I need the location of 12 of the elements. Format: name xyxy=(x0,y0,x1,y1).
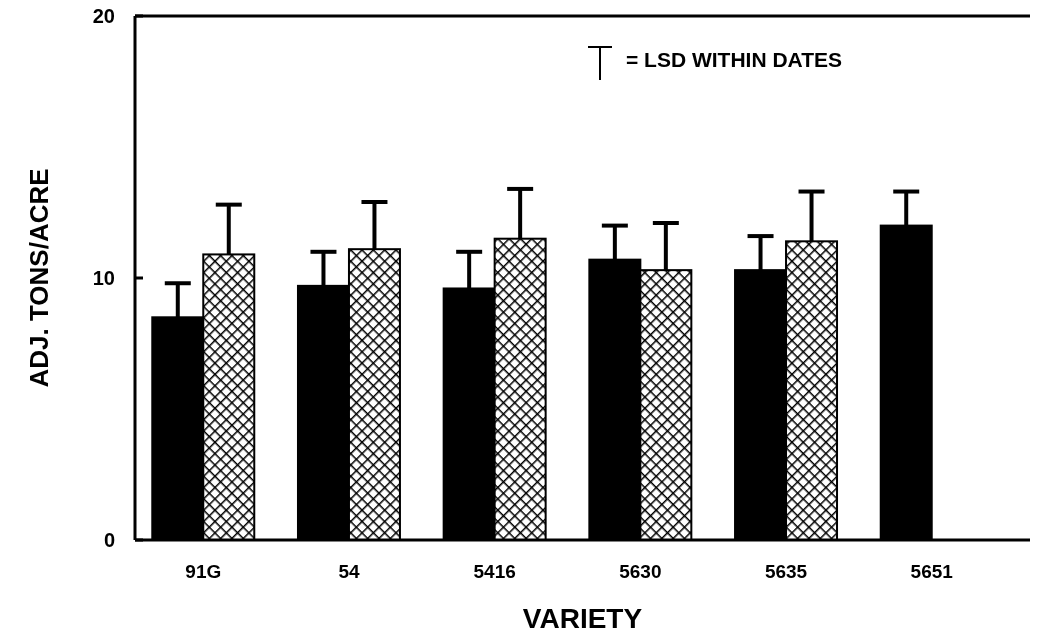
x-axis-title: VARIETY xyxy=(522,603,643,634)
x-tick-label: 5635 xyxy=(764,561,808,582)
y-tick-label: 10 xyxy=(92,267,115,289)
x-tick-label: 91G xyxy=(185,561,222,582)
y-tick-label: 0 xyxy=(103,529,115,551)
x-tick-label: 5651 xyxy=(910,561,954,582)
annotation: = LSD WITHIN DATES xyxy=(626,48,843,72)
y-tick-label: 20 xyxy=(92,5,115,27)
y-axis-title: ADJ. TONS/ACRE xyxy=(24,168,54,388)
x-tick-label: 5630 xyxy=(619,561,662,582)
x-tick-label: 5416 xyxy=(473,561,516,582)
x-tick-label: 54 xyxy=(338,561,360,582)
